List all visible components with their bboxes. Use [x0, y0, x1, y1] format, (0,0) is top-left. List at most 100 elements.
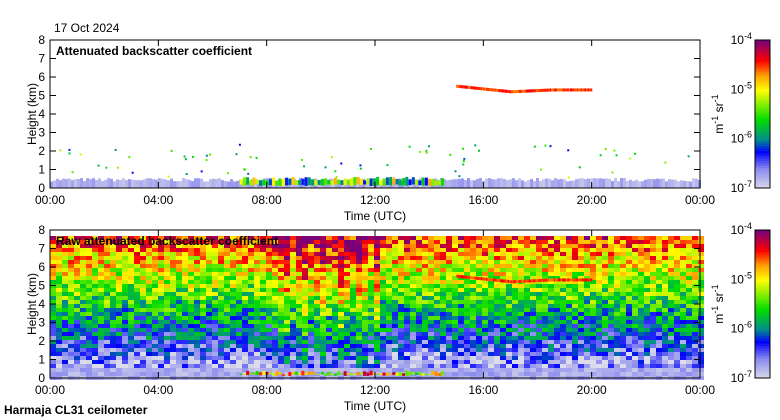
heatmap-cell	[544, 278, 547, 282]
heatmap-cell	[404, 336, 410, 340]
heatmap-cell	[188, 332, 194, 336]
heatmap-cell	[272, 348, 278, 352]
heatmap-cell	[626, 340, 632, 344]
heatmap-cell	[482, 264, 488, 268]
heatmap-cell	[350, 360, 356, 364]
y-tick-label: 7	[38, 242, 45, 256]
heatmap-cell	[506, 272, 512, 276]
heatmap-cell	[446, 304, 452, 308]
heatmap-cell	[183, 155, 186, 158]
heatmap-cell	[194, 368, 200, 372]
heatmap-cell	[194, 292, 200, 296]
heatmap-cell	[314, 276, 320, 280]
heatmap-cell	[674, 352, 680, 356]
heatmap-cell	[458, 328, 464, 332]
heatmap-cell	[224, 268, 230, 272]
heatmap-cell	[614, 340, 620, 344]
heatmap-cell	[110, 368, 116, 372]
heatmap-cell	[470, 320, 476, 324]
heatmap-cell	[146, 240, 152, 244]
heatmap-cell	[362, 272, 368, 276]
heatmap-cell	[620, 248, 626, 252]
heatmap-cell	[98, 280, 104, 284]
heatmap-cell	[512, 324, 518, 328]
heatmap-cell	[536, 244, 542, 248]
heatmap-cell	[314, 240, 320, 244]
heatmap-cell	[542, 276, 548, 280]
heatmap-cell	[128, 328, 134, 332]
heatmap-cell	[206, 324, 212, 328]
tick-exp: -7	[744, 179, 752, 189]
heatmap-cell	[440, 328, 446, 332]
colorbar-swatch	[755, 331, 770, 335]
heatmap-cell	[524, 288, 530, 292]
heatmap-cell	[596, 352, 602, 356]
heatmap-cell	[86, 344, 92, 348]
heatmap-cell	[398, 320, 404, 324]
heatmap-cell	[392, 304, 398, 308]
heatmap-cell	[614, 320, 620, 324]
heatmap-cell	[638, 276, 644, 280]
heatmap-cell	[68, 276, 74, 280]
heatmap-cell	[326, 308, 332, 312]
heatmap-cell	[500, 236, 506, 240]
heatmap-cell	[530, 332, 536, 336]
heatmap-cell	[314, 252, 320, 256]
heatmap-cell	[98, 352, 104, 356]
heatmap-cell	[140, 236, 146, 240]
heatmap-cell	[680, 280, 686, 284]
heatmap-cell	[464, 268, 470, 272]
heatmap-cell	[590, 88, 593, 92]
heatmap-cell	[482, 360, 488, 364]
heatmap-cell	[576, 88, 579, 92]
heatmap-cell	[290, 340, 296, 344]
heatmap-cell	[620, 264, 626, 268]
heatmap-cell	[380, 252, 386, 256]
heatmap-cell	[470, 284, 476, 288]
heatmap-cell	[483, 277, 486, 281]
heatmap-cell	[538, 279, 541, 283]
heatmap-cell	[537, 89, 540, 93]
heatmap-cell	[200, 240, 206, 244]
heatmap-cell	[571, 278, 574, 282]
heatmap-cell	[338, 340, 344, 344]
y-tick-label: 1	[38, 353, 45, 367]
heatmap-cell	[488, 324, 494, 328]
heatmap-cell	[584, 244, 590, 248]
heatmap-cell	[266, 280, 272, 284]
heatmap-cell	[556, 88, 559, 92]
heatmap-cell	[608, 288, 614, 292]
heatmap-cell	[296, 284, 302, 288]
x-tick-label: 12:00	[360, 383, 390, 397]
heatmap-cell	[56, 256, 62, 260]
heatmap-cell	[506, 292, 512, 296]
heatmap-cell	[590, 356, 596, 360]
heatmap-cell	[333, 373, 337, 376]
heatmap-cell	[104, 316, 110, 320]
heatmap-cell	[104, 348, 110, 352]
colorbar-swatch	[755, 259, 770, 263]
heatmap-cell	[530, 248, 536, 252]
heatmap-cell	[104, 332, 110, 336]
heatmap-cell	[620, 308, 626, 312]
heatmap-cell	[50, 348, 56, 352]
heatmap-cell	[281, 374, 285, 377]
heatmap-cell	[98, 300, 104, 304]
heatmap-cell	[458, 244, 464, 248]
heatmap-cell	[380, 300, 386, 304]
heatmap-cell	[680, 336, 686, 340]
heatmap-cell	[680, 256, 686, 260]
heatmap-cell	[212, 324, 218, 328]
heatmap-cell	[296, 236, 302, 240]
heatmap-cell	[128, 264, 134, 268]
heatmap-cell	[428, 356, 434, 360]
heatmap-cell	[188, 340, 194, 344]
heatmap-cell	[458, 85, 461, 89]
heatmap-cell	[116, 260, 122, 264]
heatmap-cell	[602, 360, 608, 364]
heatmap-cell	[74, 308, 80, 312]
heatmap-cell	[452, 292, 458, 296]
heatmap-cell	[262, 179, 266, 186]
heatmap-cell	[386, 352, 392, 356]
heatmap-cell	[380, 348, 386, 352]
